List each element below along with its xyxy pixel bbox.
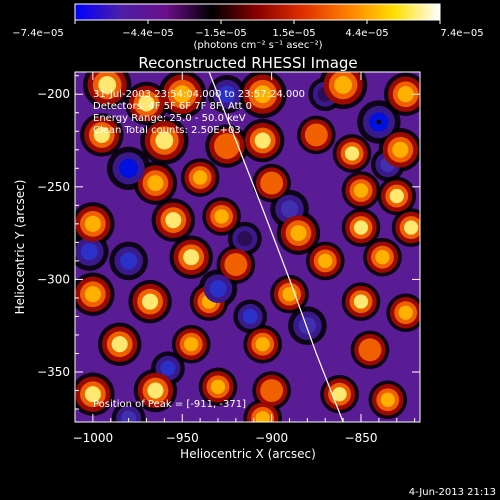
heatmap-blob-core bbox=[147, 382, 164, 399]
annotation-clean-counts: Clean Total counts: 2.50E+03 bbox=[93, 125, 241, 136]
colorbar-tick-label: −1.5e−05 bbox=[195, 28, 247, 39]
heatmap-blob-core bbox=[218, 85, 236, 103]
y-tick-label: −200 bbox=[37, 87, 70, 101]
heatmap-blob-core bbox=[375, 250, 390, 265]
colorbar-tick-label: −7.4e−05 bbox=[12, 28, 64, 39]
x-tick-label: −850 bbox=[345, 431, 378, 445]
heatmap-blob-core bbox=[84, 386, 101, 403]
heatmap-blob-core bbox=[173, 85, 192, 104]
x-axis-label: Heliocentric X (arcsec) bbox=[180, 447, 316, 461]
x-axis-ticks: −1000 −950 −900 −850 bbox=[73, 72, 416, 445]
heatmap-blob-core bbox=[253, 85, 272, 104]
heatmap-blob-core bbox=[84, 286, 101, 303]
y-tick-label: −350 bbox=[37, 365, 70, 379]
heatmap-blob-core bbox=[120, 252, 138, 270]
heatmap-blob-core bbox=[255, 411, 270, 422]
heatmap-blob-core bbox=[218, 138, 235, 155]
heatmap-blob-core bbox=[160, 360, 176, 376]
heatmap-blob-core bbox=[264, 383, 279, 398]
x-tick-label: −1000 bbox=[73, 431, 114, 445]
heatmap-blob-core bbox=[309, 127, 324, 143]
heatmap-blob-core bbox=[228, 257, 244, 272]
colorbar-tick-label: 1.5e−05 bbox=[272, 28, 315, 39]
heatmap-blob-core bbox=[344, 146, 360, 161]
heatmap-blob-core bbox=[318, 253, 333, 269]
footer-timestamp: 4-Jun-2013 21:13 bbox=[409, 487, 496, 498]
peak-position-label: Position of Peak = [-911, -371] bbox=[93, 399, 246, 410]
heatmap-blob-core bbox=[334, 76, 353, 94]
heatmap-blob-core bbox=[165, 212, 182, 229]
heatmap-blob-core bbox=[147, 175, 164, 192]
colorbar-tick-label: 7.4e−05 bbox=[440, 28, 483, 39]
solar-limb-line bbox=[208, 72, 344, 422]
heatmap-blob-core bbox=[255, 337, 270, 352]
chart-title: Reconstructed RHESSI Image bbox=[138, 54, 357, 72]
peak-marker bbox=[376, 120, 381, 124]
heatmap-blob-core bbox=[264, 175, 279, 191]
heatmap-layer bbox=[75, 72, 420, 422]
heatmap-blob-core bbox=[118, 158, 139, 178]
heatmap-blob-core bbox=[184, 337, 199, 352]
heatmap-blob-core bbox=[392, 141, 409, 158]
heatmap-blob-core bbox=[254, 132, 271, 149]
colorbar-unit-label: (photons cm⁻² s⁻¹ asec⁻²) bbox=[193, 40, 322, 51]
heatmap-blob-core bbox=[84, 215, 101, 232]
colorbar-tick-label: 4.4e−05 bbox=[345, 28, 388, 39]
y-axis-ticks: −200 −250 −300 −350 bbox=[37, 75, 420, 410]
annotation-time-range: 31-Jul-2003 23:54:04.000 to 23:57:24.000 bbox=[93, 89, 305, 100]
heatmap-blob-core bbox=[403, 220, 419, 235]
heatmap-blob-core bbox=[111, 336, 128, 353]
plot-frame bbox=[74, 71, 421, 423]
heatmap-blob-core bbox=[142, 293, 159, 310]
heatmap-blob-core bbox=[280, 200, 299, 218]
heatmap-blob-core bbox=[93, 126, 110, 144]
heatmap-blob-core bbox=[98, 76, 117, 94]
heatmap-blob-core bbox=[209, 280, 227, 298]
heatmap-blob-core bbox=[397, 86, 414, 103]
y-tick-label: −250 bbox=[37, 180, 70, 194]
y-tick-label: −300 bbox=[37, 272, 70, 286]
annotation-block: 31-Jul-2003 23:54:04.000 to 23:57:24.000… bbox=[93, 89, 305, 136]
heatmap-blob-core bbox=[138, 95, 155, 112]
heatmap-blob-core bbox=[398, 305, 413, 320]
heatmap-blob-core bbox=[298, 317, 316, 335]
colorbar-tick-label: −4.4e−05 bbox=[122, 28, 174, 39]
heatmap-blob-core bbox=[242, 308, 258, 324]
heatmap-blob-core bbox=[121, 410, 137, 422]
annotation-detectors: Detectors: 4F 5F 6F 7F 8F, Att 0 bbox=[93, 101, 252, 112]
colorbar-ticks: −7.4e−05 −4.4e−05 −1.5e−05 1.5e−05 4.4e−05 7.… bbox=[12, 20, 484, 39]
y-axis-label: Heliocentric Y (arcsec) bbox=[13, 180, 27, 315]
heatmap-blob-core bbox=[155, 131, 174, 150]
heatmap-blob-core bbox=[362, 342, 378, 357]
heatmap-blob-core bbox=[214, 209, 229, 224]
annotation-energy-range: Energy Range: 25.0 - 50.0 keV bbox=[93, 113, 246, 124]
heatmap-blob-core bbox=[192, 170, 208, 185]
heatmap-blob-core bbox=[353, 183, 369, 198]
heatmap-blob-core bbox=[353, 220, 369, 235]
colorbar bbox=[74, 3, 441, 21]
heatmap-blob-core bbox=[389, 188, 404, 204]
heatmap-blob-core bbox=[210, 379, 226, 394]
heatmap-blob-core bbox=[380, 392, 395, 407]
x-tick-label: −900 bbox=[255, 431, 288, 445]
heatmap-blob-core bbox=[332, 387, 347, 402]
heatmap-blob-core bbox=[183, 249, 200, 266]
x-tick-label: −950 bbox=[166, 431, 199, 445]
heatmap-blob-core bbox=[353, 294, 369, 309]
heatmap-blob-core bbox=[237, 231, 253, 247]
heatmap-blob-core bbox=[80, 243, 98, 261]
heatmap-blob-core bbox=[290, 225, 307, 242]
